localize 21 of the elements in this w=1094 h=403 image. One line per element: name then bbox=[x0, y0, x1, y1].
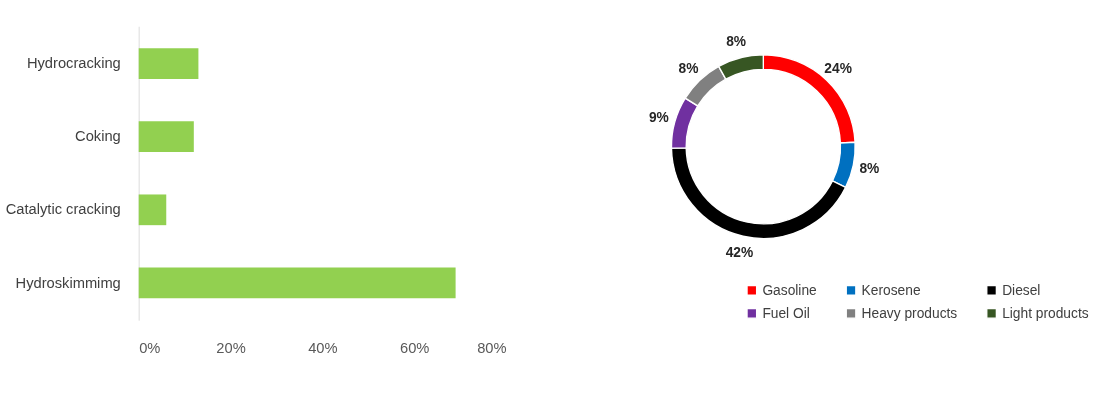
y-tick-label: Hydrocracking bbox=[26, 55, 121, 72]
x-tick-label: 40% bbox=[308, 339, 338, 356]
data-label: 8% bbox=[678, 60, 699, 76]
x-tick-label: 80% bbox=[477, 339, 507, 356]
x-tick-label: 0% bbox=[139, 339, 161, 356]
legend-label: Fuel Oil bbox=[762, 305, 810, 321]
data-label: 8% bbox=[726, 34, 747, 50]
y-tick-label: Coking bbox=[75, 128, 121, 145]
data-label: 8% bbox=[859, 161, 880, 177]
data-label: 42% bbox=[725, 244, 754, 260]
legend-label: Diesel bbox=[1002, 283, 1041, 299]
data-label: 9% bbox=[648, 110, 669, 126]
legend-label: Heavy products bbox=[861, 305, 958, 321]
x-tick-label: 60% bbox=[400, 339, 430, 356]
legend-label: Light products bbox=[1002, 305, 1089, 321]
legend-label: Kerosene bbox=[861, 283, 921, 299]
y-tick-label: Catalytic cracking bbox=[5, 201, 121, 218]
legend-label: Gasoline bbox=[762, 283, 818, 299]
x-tick-label: 20% bbox=[216, 339, 246, 356]
y-tick-label: Hydroskimmimg bbox=[15, 274, 121, 291]
data-label: 24% bbox=[824, 60, 852, 76]
